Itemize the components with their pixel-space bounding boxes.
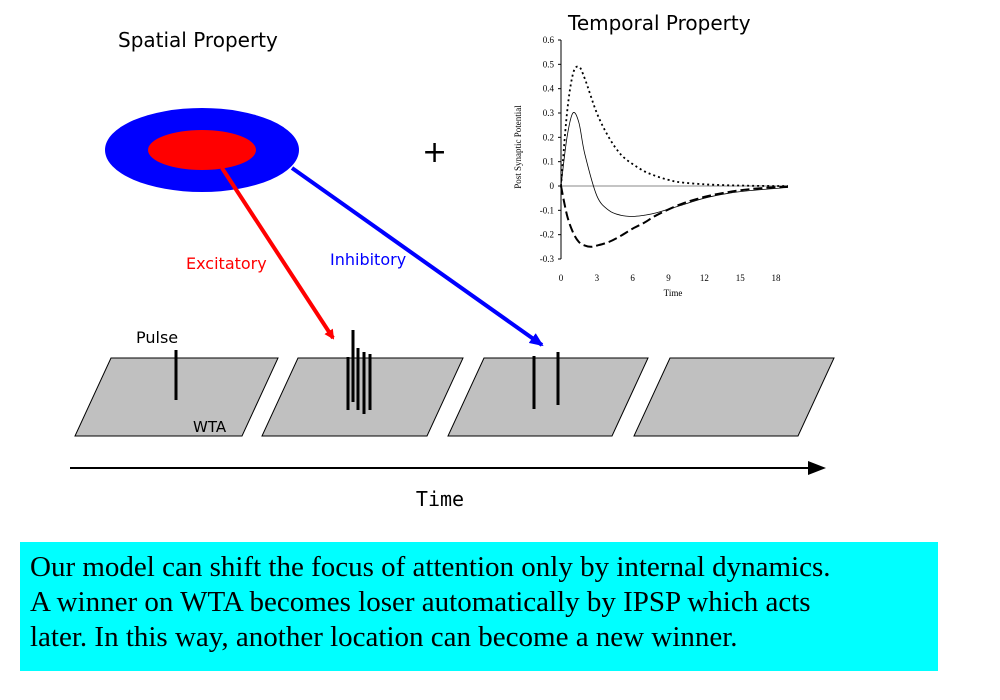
chart-y-tick-label: -0.1 [540,205,554,215]
chart-y-tick-label: 0.6 [543,35,555,45]
chart-y-tick-label: 0.5 [543,59,555,69]
chart-ylabel: Post Synaptic Potential [513,105,523,189]
chart-x-tick-label: 15 [736,273,746,283]
excitatory-label: Excitatory [186,254,267,273]
wta-panels [74,357,835,437]
chart-series-line-solid [560,112,789,217]
chart-xlabel: Time [664,288,683,298]
chart-series-line-dotted [560,65,788,187]
caption-line: later. In this way, another location can… [30,621,738,653]
chart-y-tick-label: -0.3 [540,254,555,264]
inhibitory-label: Inhibitory [330,250,406,269]
chart-x-tick-label: 6 [630,273,635,283]
caption-line: A winner on WTA becomes loser automatica… [30,586,811,618]
wta-panel-4 [633,357,835,437]
psp-chart: Post Synaptic Potential Time -0.3 -0.2 -0.… [513,35,789,298]
chart-x-tick-label: 3 [595,273,600,283]
caption-line: Our model can shift the focus of attenti… [30,551,831,583]
chart-y-tick-label: 0 [550,181,555,191]
chart-x-tick-label: 12 [700,273,709,283]
time-axis-label: Time [416,487,464,511]
chart-series-line-dashed [560,185,789,248]
pulse-label: Pulse [136,328,178,347]
wta-panel-3 [447,357,649,437]
chart-x-tick-label: 0 [559,273,564,283]
temporal-title: Temporal Property [567,11,751,35]
chart-y-tick-label: 0.2 [543,132,554,142]
chart-x-tick-label: 9 [666,273,671,283]
time-axis-arrowhead [808,461,826,475]
receptive-field [105,108,299,192]
excitatory-center [148,130,256,170]
excitatory-arrow [220,166,335,340]
chart-x-tick-label: 18 [772,273,782,283]
chart-y-tick-label: 0.4 [543,84,555,94]
pulses [174,330,560,414]
plus-sign: + [422,135,447,170]
chart-y-tick-label: 0.1 [543,157,554,167]
caption-box: Our model can shift the focus of attenti… [20,542,938,671]
chart-y-tick-label: 0.3 [543,108,555,118]
spatial-title: Spatial Property [118,28,278,52]
wta-label: WTA [193,418,227,436]
inhibitory-arrow [290,166,544,347]
chart-y-tick-label: -0.2 [540,230,554,240]
